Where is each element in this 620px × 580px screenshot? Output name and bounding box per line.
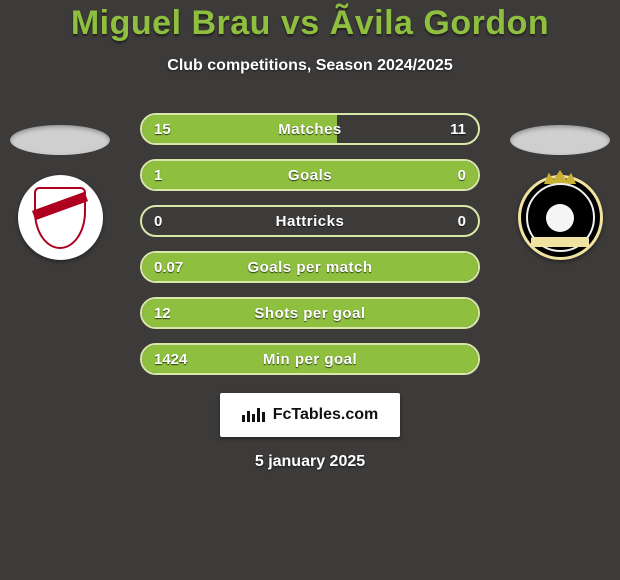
brand-badge: FcTables.com — [220, 393, 400, 437]
subtitle: Club competitions, Season 2024/2025 — [167, 57, 452, 75]
stat-left-value: 1 — [154, 167, 162, 184]
player2-name: Ãvila Gordon — [330, 4, 549, 42]
ball-icon — [546, 204, 574, 232]
shield-icon — [34, 187, 86, 249]
stat-label: Goals — [288, 167, 332, 184]
stat-label: Hattricks — [276, 213, 345, 230]
stat-right-value: 0 — [458, 167, 466, 184]
stat-right-value: 11 — [450, 121, 466, 138]
page-title: Miguel Brau vs Ãvila Gordon — [71, 4, 549, 43]
stat-left-value: 12 — [154, 305, 171, 322]
crown-icon — [544, 170, 576, 184]
left-player-silhouette — [10, 125, 110, 155]
stat-row: 1424 Min per goal — [140, 343, 480, 375]
stat-label: Matches — [278, 121, 342, 138]
left-club-block — [10, 125, 110, 260]
stat-row: 0 Hattricks 0 — [140, 205, 480, 237]
stat-label: Min per goal — [263, 351, 357, 368]
right-club-logo — [518, 175, 603, 260]
stat-left-value: 0.07 — [154, 259, 183, 276]
stat-row: 1 Goals 0 — [140, 159, 480, 191]
stat-row: 15 Matches 11 — [140, 113, 480, 145]
player1-name: Miguel Brau — [71, 4, 271, 42]
stat-row: 12 Shots per goal — [140, 297, 480, 329]
stat-left-value: 15 — [154, 121, 171, 138]
stat-row: 0.07 Goals per match — [140, 251, 480, 283]
left-club-logo — [18, 175, 103, 260]
comparison-card: Miguel Brau vs Ãvila Gordon Club competi… — [0, 0, 620, 580]
stat-left-value: 0 — [154, 213, 162, 230]
right-club-block — [510, 125, 610, 260]
stat-label: Goals per match — [247, 259, 372, 276]
stat-left-value: 1424 — [154, 351, 187, 368]
club-logos-row — [0, 125, 620, 260]
right-player-silhouette — [510, 125, 610, 155]
chart-icon — [242, 408, 265, 422]
stat-label: Shots per goal — [254, 305, 365, 322]
footer-date: 5 january 2025 — [255, 453, 365, 471]
brand-name: FcTables.com — [273, 406, 379, 424]
vs-text: vs — [281, 4, 320, 42]
stat-right-value: 0 — [458, 213, 466, 230]
